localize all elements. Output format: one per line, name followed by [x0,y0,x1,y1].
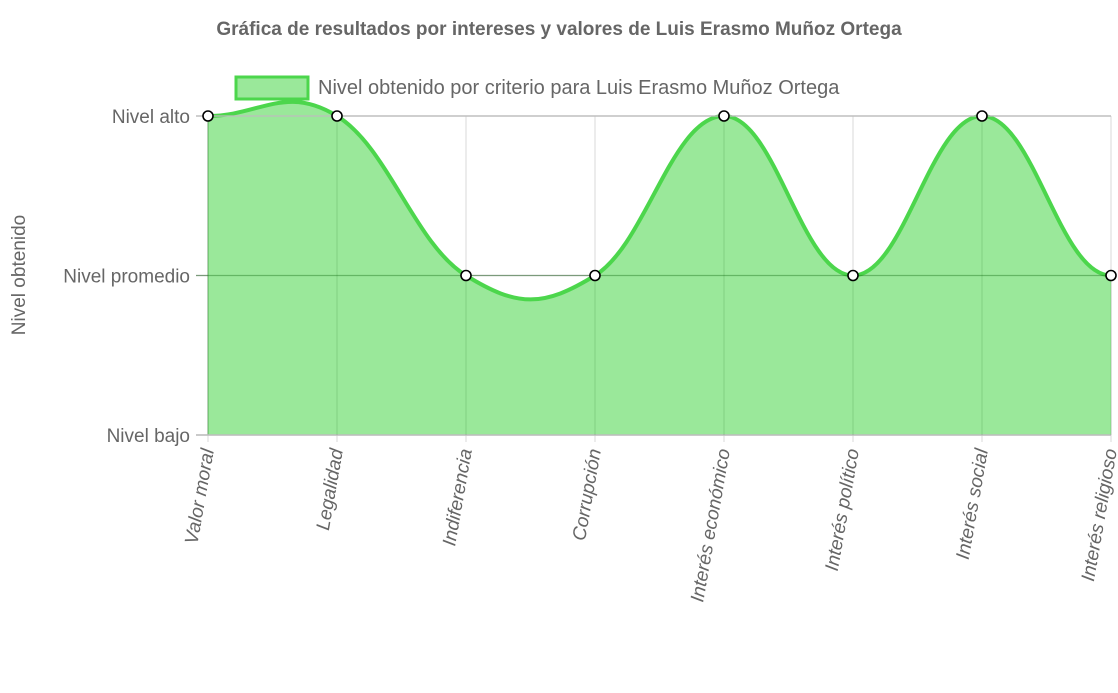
x-tick-labels: Valor moral Legalidad Indiferencia Corrupci… [181,446,1118,604]
y-tick-label: Nivel promedio [63,267,190,288]
x-tick-label: Interés económico [687,447,735,604]
y-tick-label: Nivel bajo [107,426,190,447]
data-point[interactable] [331,110,343,122]
plot-area [207,99,1112,435]
x-tick-label: Corrupción [569,447,606,542]
data-point[interactable] [847,269,859,282]
x-tick-label: Valor moral [181,446,219,545]
data-point[interactable] [589,269,601,282]
data-points [202,110,1117,282]
x-tick-label: Legalidad [313,446,348,532]
y-axis-title: Nivel obtenido [9,215,30,335]
legend[interactable]: Nivel obtenido por criterio para Luis Er… [234,75,840,101]
data-point[interactable] [202,110,214,122]
data-point[interactable] [1105,269,1117,282]
data-point[interactable] [460,269,472,282]
data-point[interactable] [718,110,730,122]
series-area-fill [208,101,1111,435]
x-tick-label: Interés religioso [1078,447,1118,583]
x-tick-label: Interés social [953,446,993,561]
x-tick-label: Indiferencia [439,447,477,547]
axes [196,115,1112,436]
y-tick-label: Nivel alto [112,107,190,128]
data-point[interactable] [976,110,988,122]
x-tick-label: Interés político [822,447,864,572]
y-tick-labels: Nivel bajo Nivel promedio Nivel alto [63,107,190,447]
chart-title: Gráfica de resultados por intereses y va… [216,19,902,40]
legend-label[interactable]: Nivel obtenido por criterio para Luis Er… [318,77,840,99]
legend-swatch[interactable] [234,75,310,101]
